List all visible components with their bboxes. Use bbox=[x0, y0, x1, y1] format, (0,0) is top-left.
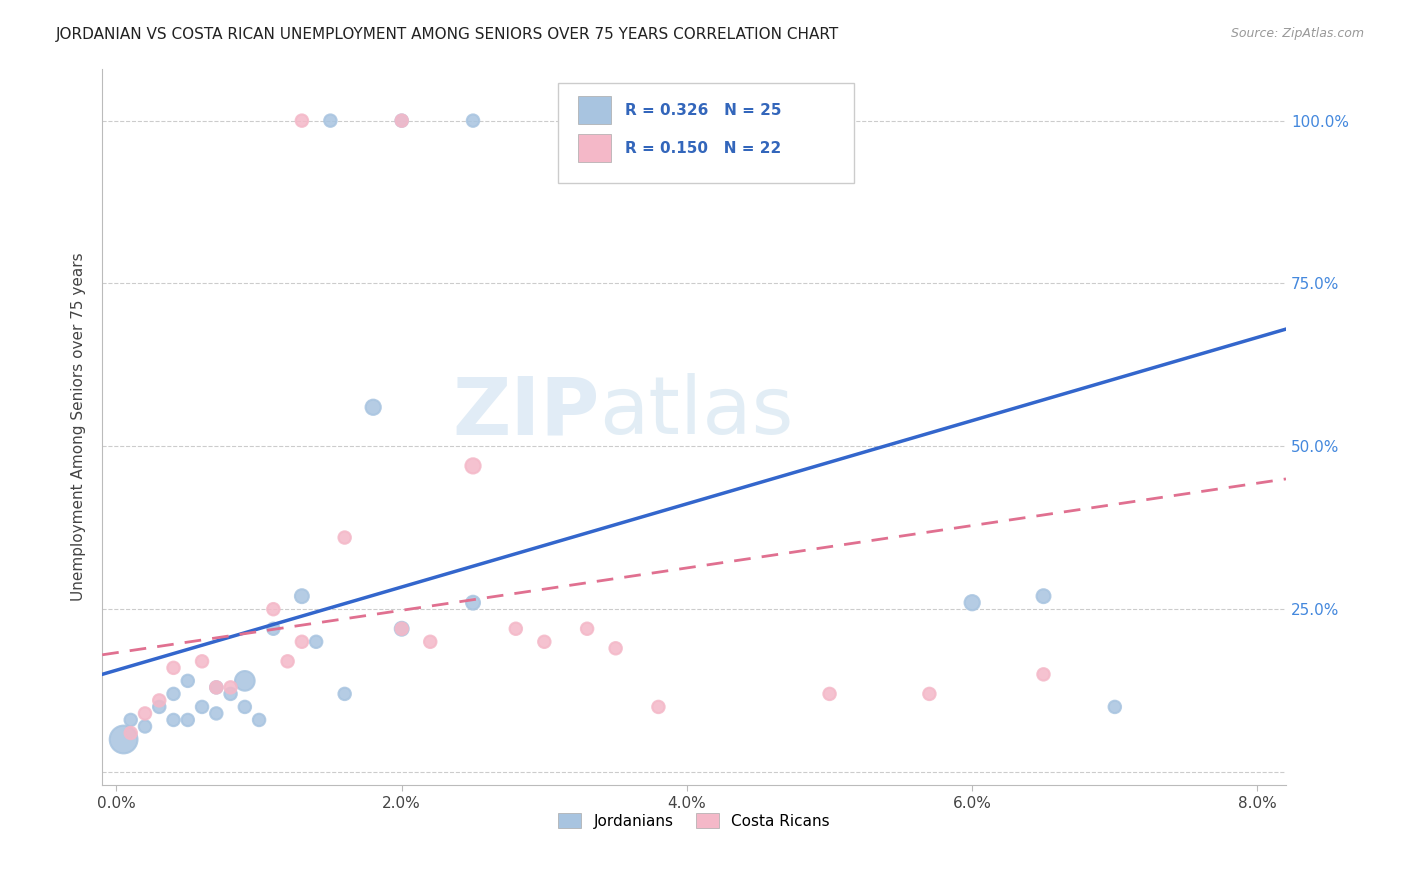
Point bbox=[233, 673, 256, 688]
Point bbox=[960, 596, 983, 610]
Point bbox=[818, 687, 841, 701]
Point bbox=[219, 681, 242, 695]
Point bbox=[333, 531, 356, 545]
Point bbox=[262, 602, 284, 616]
Point bbox=[305, 634, 328, 648]
Point bbox=[391, 622, 413, 636]
Point bbox=[191, 700, 214, 714]
Text: ZIP: ZIP bbox=[453, 374, 599, 451]
Point bbox=[319, 113, 342, 128]
Point bbox=[120, 726, 142, 740]
Point bbox=[134, 706, 156, 721]
Point bbox=[205, 681, 228, 695]
Text: R = 0.326   N = 25: R = 0.326 N = 25 bbox=[626, 103, 782, 118]
Point bbox=[576, 622, 599, 636]
Point bbox=[162, 713, 184, 727]
Point bbox=[205, 706, 228, 721]
Point bbox=[391, 622, 413, 636]
Point bbox=[1032, 667, 1054, 681]
Point bbox=[112, 732, 135, 747]
Point bbox=[191, 654, 214, 668]
Text: R = 0.150   N = 22: R = 0.150 N = 22 bbox=[626, 141, 782, 155]
Point bbox=[177, 673, 200, 688]
Point bbox=[918, 687, 941, 701]
Point bbox=[1104, 700, 1126, 714]
Point bbox=[605, 641, 627, 656]
Point bbox=[391, 113, 413, 128]
Point bbox=[361, 401, 384, 415]
Text: JORDANIAN VS COSTA RICAN UNEMPLOYMENT AMONG SENIORS OVER 75 YEARS CORRELATION CH: JORDANIAN VS COSTA RICAN UNEMPLOYMENT AM… bbox=[56, 27, 839, 42]
Point bbox=[162, 687, 184, 701]
Point bbox=[461, 596, 484, 610]
Point bbox=[461, 458, 484, 473]
Point bbox=[148, 700, 170, 714]
Point bbox=[291, 634, 314, 648]
Point bbox=[419, 634, 441, 648]
Point bbox=[277, 654, 299, 668]
Point bbox=[461, 113, 484, 128]
Legend: Jordanians, Costa Ricans: Jordanians, Costa Ricans bbox=[553, 806, 837, 835]
Point bbox=[291, 113, 314, 128]
Point bbox=[177, 713, 200, 727]
Point bbox=[233, 700, 256, 714]
Point bbox=[291, 589, 314, 603]
Y-axis label: Unemployment Among Seniors over 75 years: Unemployment Among Seniors over 75 years bbox=[72, 252, 86, 601]
Point bbox=[162, 661, 184, 675]
Point bbox=[1032, 589, 1054, 603]
Point bbox=[505, 622, 527, 636]
Point bbox=[205, 681, 228, 695]
Point bbox=[219, 687, 242, 701]
Point bbox=[247, 713, 270, 727]
Point bbox=[262, 622, 284, 636]
Point bbox=[533, 634, 555, 648]
FancyBboxPatch shape bbox=[578, 96, 612, 124]
FancyBboxPatch shape bbox=[578, 135, 612, 161]
Point bbox=[134, 719, 156, 733]
Point bbox=[148, 693, 170, 707]
Text: atlas: atlas bbox=[599, 374, 794, 451]
FancyBboxPatch shape bbox=[558, 83, 853, 183]
Text: Source: ZipAtlas.com: Source: ZipAtlas.com bbox=[1230, 27, 1364, 40]
Point bbox=[333, 687, 356, 701]
Point bbox=[391, 113, 413, 128]
Point bbox=[120, 713, 142, 727]
Point bbox=[647, 700, 669, 714]
